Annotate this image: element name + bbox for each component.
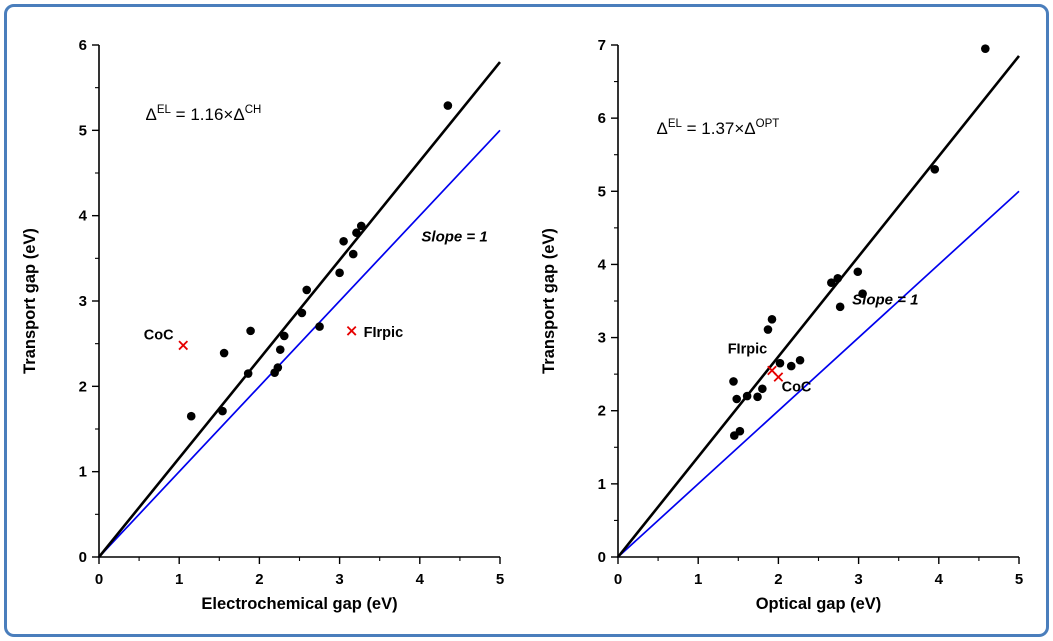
x-marker-icon: [177, 340, 188, 350]
special-point-label: CoC: [781, 379, 811, 395]
y-axis-title: Transport gap (eV): [540, 228, 558, 374]
x-tick-label: 5: [495, 571, 503, 588]
data-point: [742, 391, 751, 400]
optical-chart: 0 1 2 3 4 5 0 1 2 3 4 5 6 7 FIrpic CoC Slope = 1 ΔEL = 1.…: [540, 37, 1023, 613]
data-point: [832, 273, 842, 283]
y-tick-label: 4: [78, 207, 87, 224]
data-point: [273, 362, 282, 372]
data-point: [731, 394, 741, 403]
y-tick-label: 3: [78, 293, 86, 310]
y-tick-label: 6: [78, 37, 86, 54]
data-point: [348, 249, 358, 258]
data-point: [219, 348, 228, 357]
tick-labels: 0 1 2 3 4 5 0 1 2 3 4 5 6 7: [597, 37, 1023, 588]
data-point: [980, 43, 990, 53]
equation-annotation: ΔEL = 1.16×ΔCH: [145, 104, 261, 124]
y-tick-label: 6: [597, 110, 605, 127]
data-point: [245, 326, 255, 335]
y-tick-label: 4: [597, 256, 606, 273]
data-point: [763, 324, 772, 334]
data-point: [186, 411, 196, 421]
slope-label: Slope = 1: [852, 291, 918, 308]
chart-electrochemical-figure: 0 1 2 3 4 5 0 1 2 3 4 5 6 CoC FIrpic Slope = 1 ΔEL = 1.1…: [15, 19, 520, 623]
data-point: [334, 268, 344, 277]
x-axis-title: Electrochemical gap (eV): [201, 595, 397, 613]
x-axis-title: Optical gap (eV): [755, 595, 881, 613]
data-point: [835, 302, 844, 311]
data-point: [857, 288, 867, 298]
data-point: [929, 164, 939, 174]
x-tick-label: 0: [94, 571, 102, 588]
electrochemical-chart: 0 1 2 3 4 5 0 1 2 3 4 5 6 CoC FIrpic Slope = 1 ΔEL = 1.1…: [21, 37, 504, 613]
data-point: [775, 358, 784, 367]
data-points: [728, 43, 990, 440]
special-points: CoC FIrpic: [143, 324, 403, 350]
x-tick-label: 2: [774, 571, 782, 588]
x-tick-label: 1: [175, 571, 183, 588]
data-point: [217, 406, 227, 415]
special-point-label: CoC: [143, 327, 173, 343]
data-point: [279, 331, 289, 340]
tick-marks: [610, 43, 1020, 564]
data-point: [786, 361, 796, 370]
data-point: [351, 227, 361, 237]
data-point: [443, 100, 452, 110]
tick-labels: 0 1 2 3 4 5 0 1 2 3 4 5 6: [78, 37, 504, 588]
slope-1-line: [97, 129, 501, 558]
data-point: [243, 368, 252, 378]
figure-frame: 0 1 2 3 4 5 0 1 2 3 4 5 6 CoC FIrpic Slope = 1 ΔEL = 1.1…: [4, 4, 1049, 637]
data-point: [826, 277, 836, 287]
fit-line: [616, 54, 1020, 558]
special-point-label: FIrpic: [727, 341, 766, 357]
y-tick-label: 2: [597, 402, 605, 419]
data-point: [757, 383, 767, 393]
x-tick-label: 2: [255, 571, 263, 588]
x-tick-label: 3: [335, 571, 343, 588]
y-tick-label: 1: [78, 463, 86, 480]
data-point: [795, 355, 804, 365]
data-point: [356, 221, 366, 230]
y-tick-label: 2: [78, 378, 86, 395]
data-points: [186, 100, 452, 421]
data-point: [728, 376, 738, 386]
chart-optical-figure: 0 1 2 3 4 5 0 1 2 3 4 5 6 7 FIrpic CoC Slope = 1 ΔEL = 1.…: [534, 19, 1039, 623]
y-tick-label: 7: [597, 37, 605, 54]
x-tick-label: 0: [613, 571, 621, 588]
axes: [97, 44, 500, 558]
equation-annotation: ΔEL = 1.37×ΔOPT: [656, 118, 779, 138]
y-tick-label: 0: [597, 549, 605, 566]
y-tick-label: 5: [597, 183, 605, 200]
tick-marks: [91, 43, 501, 564]
y-tick-label: 3: [597, 329, 605, 346]
slope-1-line: [616, 190, 1020, 558]
slope-label: Slope = 1: [421, 228, 487, 245]
special-point-label: FIrpic: [363, 324, 402, 340]
data-point: [297, 308, 306, 317]
y-tick-label: 1: [597, 475, 605, 492]
special-points: FIrpic CoC: [727, 341, 811, 395]
x-tick-label: 1: [694, 571, 702, 588]
y-axis-title: Transport gap (eV): [21, 228, 39, 374]
data-point: [735, 426, 744, 435]
x-tick-label: 3: [854, 571, 862, 588]
data-point: [852, 266, 862, 276]
x-marker-icon: [766, 365, 777, 375]
data-point: [301, 285, 311, 294]
data-point: [338, 236, 348, 246]
x-tick-label: 4: [415, 571, 424, 588]
y-tick-label: 5: [78, 122, 86, 139]
data-point: [752, 392, 762, 401]
x-tick-label: 4: [934, 571, 943, 588]
data-point: [275, 344, 285, 354]
y-tick-label: 0: [78, 549, 86, 566]
data-point: [314, 321, 324, 331]
x-marker-icon: [773, 371, 783, 382]
x-marker-icon: [346, 325, 356, 336]
data-point: [767, 314, 776, 324]
x-tick-label: 5: [1014, 571, 1022, 588]
